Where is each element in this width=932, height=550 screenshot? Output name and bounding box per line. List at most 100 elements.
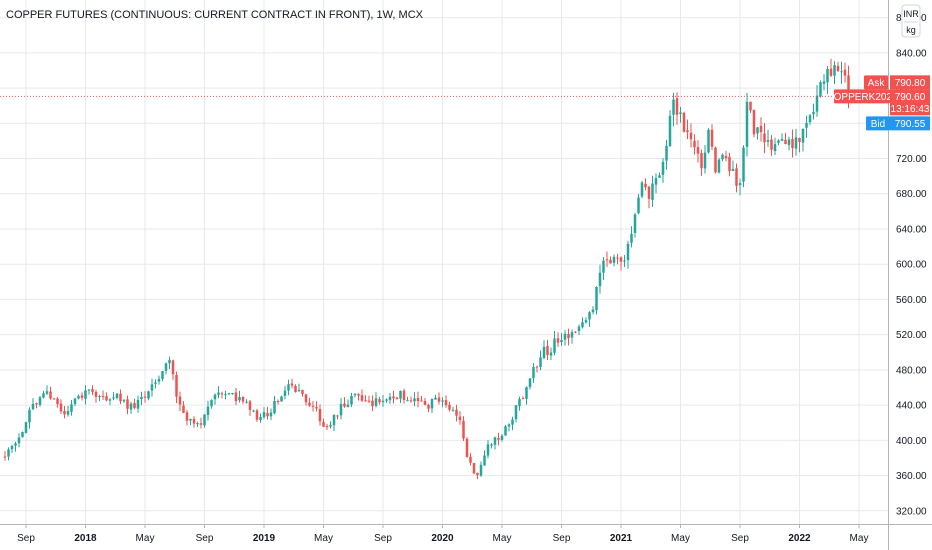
candle [766,129,770,147]
candle [31,398,35,410]
y-tick-label: 560.00 [896,295,927,306]
candle [147,390,150,401]
candle [353,393,357,398]
candle [231,392,234,395]
candle [171,359,175,380]
candle [7,447,10,461]
candle [280,395,283,402]
x-tick-label: May [136,533,155,544]
candle [745,92,749,157]
candle [360,389,364,403]
candle [94,389,98,403]
y-tick-label: 640.00 [896,224,927,235]
candle [441,397,444,408]
candle [752,109,756,138]
candle [528,378,532,390]
symbol-badge [834,89,890,104]
candle [276,399,280,405]
candle [808,114,812,126]
candle [532,363,535,383]
candle [84,385,87,405]
candle [168,356,171,369]
candle [133,398,136,410]
unit-box[interactable]: INR kg [901,4,921,38]
candle [367,395,371,404]
bid-price: 790.55 [895,119,926,130]
candle [266,406,269,420]
y-tick-label: 840.00 [896,48,927,59]
candle [493,436,497,450]
candle [735,163,738,193]
x-tick-label: Sep [374,533,392,544]
candle [588,311,591,327]
candle [35,402,38,409]
candle [262,407,266,419]
candle [714,146,717,174]
candle [563,330,567,346]
candle [773,137,777,155]
candle [805,115,808,138]
x-axis-ticks[interactable]: Sep 2018 May Sep 2019 May Sep 2020 May Sep 2021 May… [17,524,868,544]
candle [252,409,255,413]
candle [283,385,287,400]
candle [430,398,434,414]
candle [395,396,399,400]
candle [840,61,843,84]
candle [63,405,66,419]
candle [343,397,346,408]
candle [581,317,584,329]
candle [28,407,31,429]
candle [455,404,458,422]
candle [175,371,178,404]
candle [21,431,24,438]
candle [644,178,647,191]
candle [192,416,196,428]
candle [245,399,248,404]
candle [87,388,91,395]
candle [59,399,63,415]
candle [451,406,455,412]
candle [406,396,409,402]
candle [318,404,322,426]
x-tick-label: May [850,533,869,544]
ask-price: 790.80 [895,78,926,89]
candle [812,103,815,120]
candle [10,444,14,453]
candle [696,140,700,163]
candle [574,331,577,334]
candle [56,396,59,408]
candle [602,256,605,280]
candle [304,393,308,406]
candle [91,385,94,396]
candle [465,436,469,458]
ask-label: Ask [868,78,886,89]
x-tick-label: Sep [731,533,749,544]
candle [3,450,7,461]
candle [178,391,182,412]
candle [402,388,406,404]
candle [416,391,420,408]
candle [448,401,451,412]
candle [70,399,73,416]
candle [444,395,448,408]
candle [514,405,518,423]
candle [98,394,101,402]
candle [161,370,164,382]
candle [217,386,220,399]
candle [206,400,210,421]
candle [780,133,784,142]
candle [689,123,693,148]
candle [595,286,598,315]
candle [238,390,241,403]
x-tick-label: Sep [553,533,571,544]
candle [826,65,829,94]
candle [640,180,644,199]
candle [497,432,500,446]
candle [598,264,602,294]
candle [315,401,318,412]
candle [24,421,28,434]
candle [378,396,381,405]
candle [626,240,630,269]
candle [507,423,511,432]
